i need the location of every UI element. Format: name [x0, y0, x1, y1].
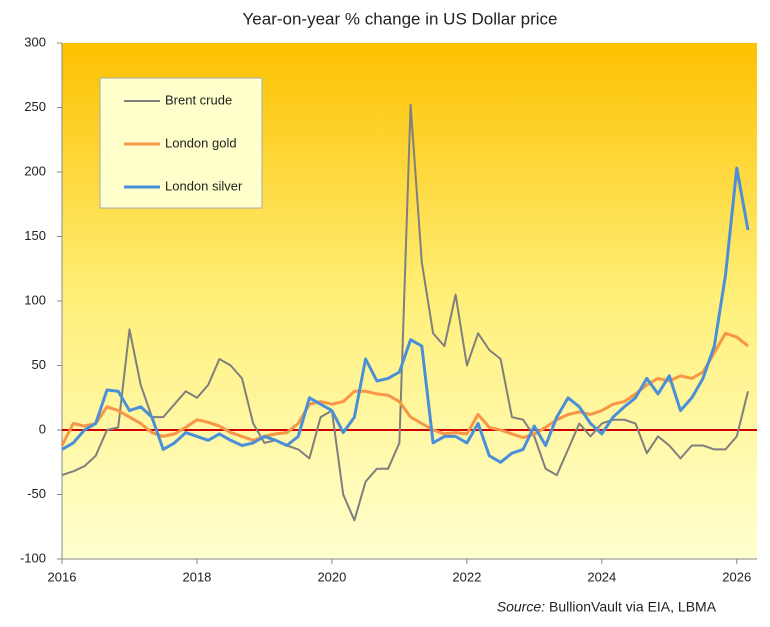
y-tick-label: 0: [39, 421, 46, 436]
source: BullionVault via EIA, LBMA: [549, 599, 717, 615]
series-line: [61, 166, 750, 464]
y-tick-label: -50: [27, 486, 46, 501]
legend-label: Brent crude: [165, 92, 232, 107]
legend-label: London gold: [165, 135, 237, 150]
y-tick-label: 200: [24, 163, 46, 178]
y-tick-label: 150: [24, 228, 46, 243]
y-tick-label: 250: [24, 99, 46, 114]
y-tick-label: 300: [24, 34, 46, 49]
x-tick-label: 2016: [48, 569, 77, 584]
source-label: Source:: [497, 599, 545, 615]
y-tick-label: -100: [20, 550, 46, 565]
legend-label: London silver: [165, 178, 243, 193]
y-tick-label: 100: [24, 292, 46, 307]
x-tick-label: 2024: [587, 569, 616, 584]
y-tick-label: 50: [32, 357, 46, 372]
series-line: [60, 331, 749, 447]
x-tick-label: 2022: [452, 569, 481, 584]
x-tick-label: 2018: [182, 569, 211, 584]
x-tick-label: 2020: [317, 569, 346, 584]
x-tick-label: 2026: [722, 569, 751, 584]
chart-title: Year-on-year % change in US Dollar price: [243, 9, 558, 28]
series-line: [61, 103, 749, 522]
